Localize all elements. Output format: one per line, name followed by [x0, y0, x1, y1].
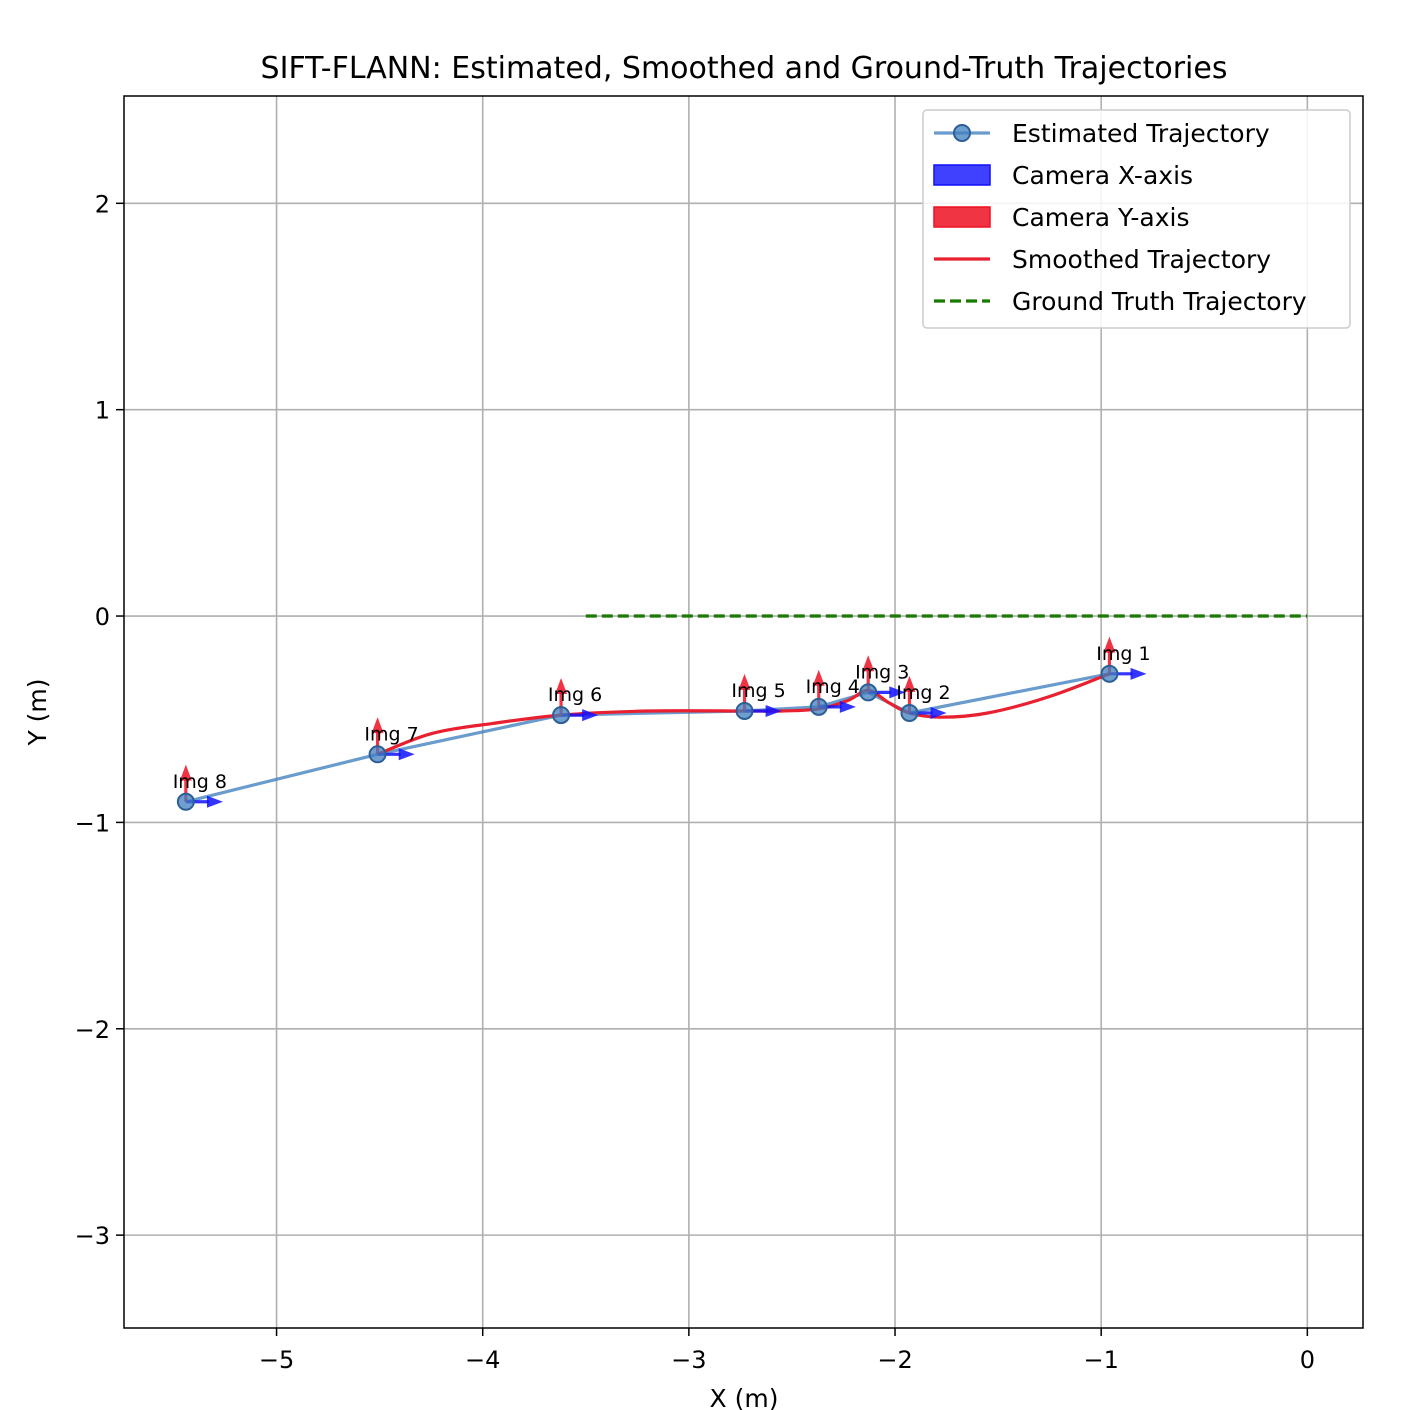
y-tick-label: −2	[75, 1016, 110, 1044]
camera-x-axis-arrowhead	[889, 686, 906, 699]
camera-y-axis-arrowhead	[1103, 636, 1116, 653]
y-tick-label: 0	[95, 603, 110, 631]
estimated-point-marker	[176, 792, 195, 811]
estimated-point-marker	[1100, 664, 1119, 683]
y-tick-label: −1	[75, 809, 110, 837]
legend-label-cam-y: Camera Y-axis	[1012, 203, 1189, 232]
image-label: Img 2	[896, 682, 950, 704]
estimated-point-marker	[368, 745, 387, 764]
camera-axes-layer	[179, 636, 1147, 808]
y-tick-label: −3	[75, 1222, 110, 1250]
legend-camera-x-swatch	[933, 164, 991, 186]
legend: Estimated Trajectory Camera X-axis Camera …	[922, 109, 1351, 329]
estimated-point-marker	[552, 706, 571, 725]
y-tick-label: 2	[95, 190, 110, 218]
camera-x-axis-arrowhead	[582, 709, 599, 722]
camera-y-axis-arrowhead	[812, 669, 825, 686]
camera-y-axis-arrowhead	[862, 655, 875, 672]
legend-camera-y-swatch	[933, 206, 991, 228]
image-label: Img 5	[731, 680, 785, 702]
camera-y-axis-arrowhead	[738, 673, 751, 690]
image-label: Img 1	[1096, 643, 1150, 665]
chart-title: SIFT-FLANN: Estimated, Smoothed and Grou…	[261, 51, 1228, 86]
camera-x-axis-arrowhead	[839, 700, 856, 713]
legend-box	[922, 109, 1351, 329]
camera-y-axis-arrowhead	[179, 764, 192, 781]
camera-y-axis-arrowhead	[555, 677, 568, 694]
legend-label-smoothed: Smoothed Trajectory	[1012, 245, 1271, 274]
legend-label-estimated: Estimated Trajectory	[1012, 119, 1270, 148]
camera-x-axis-arrowhead	[930, 707, 947, 720]
x-tick-label: 0	[1300, 1346, 1315, 1374]
y-tick-label: 1	[95, 397, 110, 425]
x-tick-label: −2	[877, 1346, 912, 1374]
image-label: Img 6	[548, 684, 602, 706]
camera-y-axis-arrowhead	[903, 675, 916, 692]
y-axis-label: Y (m)	[23, 678, 52, 746]
camera-x-axis-arrowhead	[765, 704, 782, 717]
estimated-point-marker	[900, 704, 919, 723]
camera-y-axis-arrowhead	[371, 717, 384, 734]
estimated-point-marker	[735, 701, 754, 720]
camera-x-axis-arrowhead	[206, 795, 223, 808]
estimated-markers-layer	[176, 664, 1119, 811]
legend-label-cam-x: Camera X-axis	[1012, 161, 1193, 190]
image-label: Img 3	[855, 661, 909, 683]
legend-label-ground-truth: Ground Truth Trajectory	[1012, 287, 1307, 316]
plot-frame	[123, 95, 1364, 1329]
legend-estimated-marker	[953, 124, 971, 142]
x-tick-label: −5	[259, 1346, 294, 1374]
x-tick-label: −1	[1083, 1346, 1118, 1374]
image-label: Img 4	[806, 676, 860, 698]
estimated-point-marker	[809, 697, 828, 716]
image-label: Img 8	[173, 771, 227, 793]
estimated-point-marker	[859, 683, 878, 702]
x-tick-label: −4	[465, 1346, 500, 1374]
camera-x-axis-arrowhead	[398, 748, 415, 761]
y-ticks: −3 −2 −1 0 1 2	[75, 190, 124, 1250]
x-ticks: −5 −4 −3 −2 −1 0	[259, 1328, 1315, 1374]
x-axis-label: X (m)	[710, 1384, 779, 1410]
image-label: Img 7	[364, 723, 418, 745]
camera-x-axis-arrowhead	[1130, 667, 1147, 680]
x-tick-label: −3	[671, 1346, 706, 1374]
